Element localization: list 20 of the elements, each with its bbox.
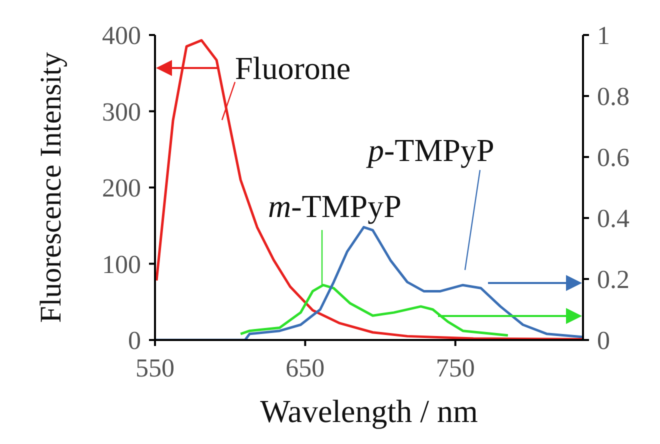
x-tick-label: 650 <box>286 353 325 382</box>
y-tick-label: 0 <box>128 326 141 356</box>
x-tick-label: 550 <box>136 353 174 382</box>
y2-tick-label: 0 <box>597 326 610 356</box>
series-label: p-TMPyP <box>368 132 494 168</box>
y-tick-label: 100 <box>102 250 141 279</box>
line-series <box>239 284 510 337</box>
y-axis-title: Fluorescence Intensity <box>34 52 68 323</box>
y-tick-label: 300 <box>102 97 141 126</box>
y2-tick-label: 0.4 <box>597 204 630 234</box>
legend-label: Fluorone <box>235 50 351 86</box>
y-tick-label: 200 <box>102 174 141 203</box>
y-tick-label: 400 <box>102 21 141 50</box>
y2-tick-label: 0.2 <box>597 265 630 294</box>
y2-tick-label: 0.8 <box>597 82 630 112</box>
x-axis-title: Wavelength / nm <box>260 393 478 429</box>
y2-tick-label: 1 <box>597 21 610 50</box>
x-tick-label: 750 <box>436 353 475 382</box>
text: m-TMPyP <box>268 188 402 224</box>
y2-tick-label: 0.6 <box>597 143 630 172</box>
